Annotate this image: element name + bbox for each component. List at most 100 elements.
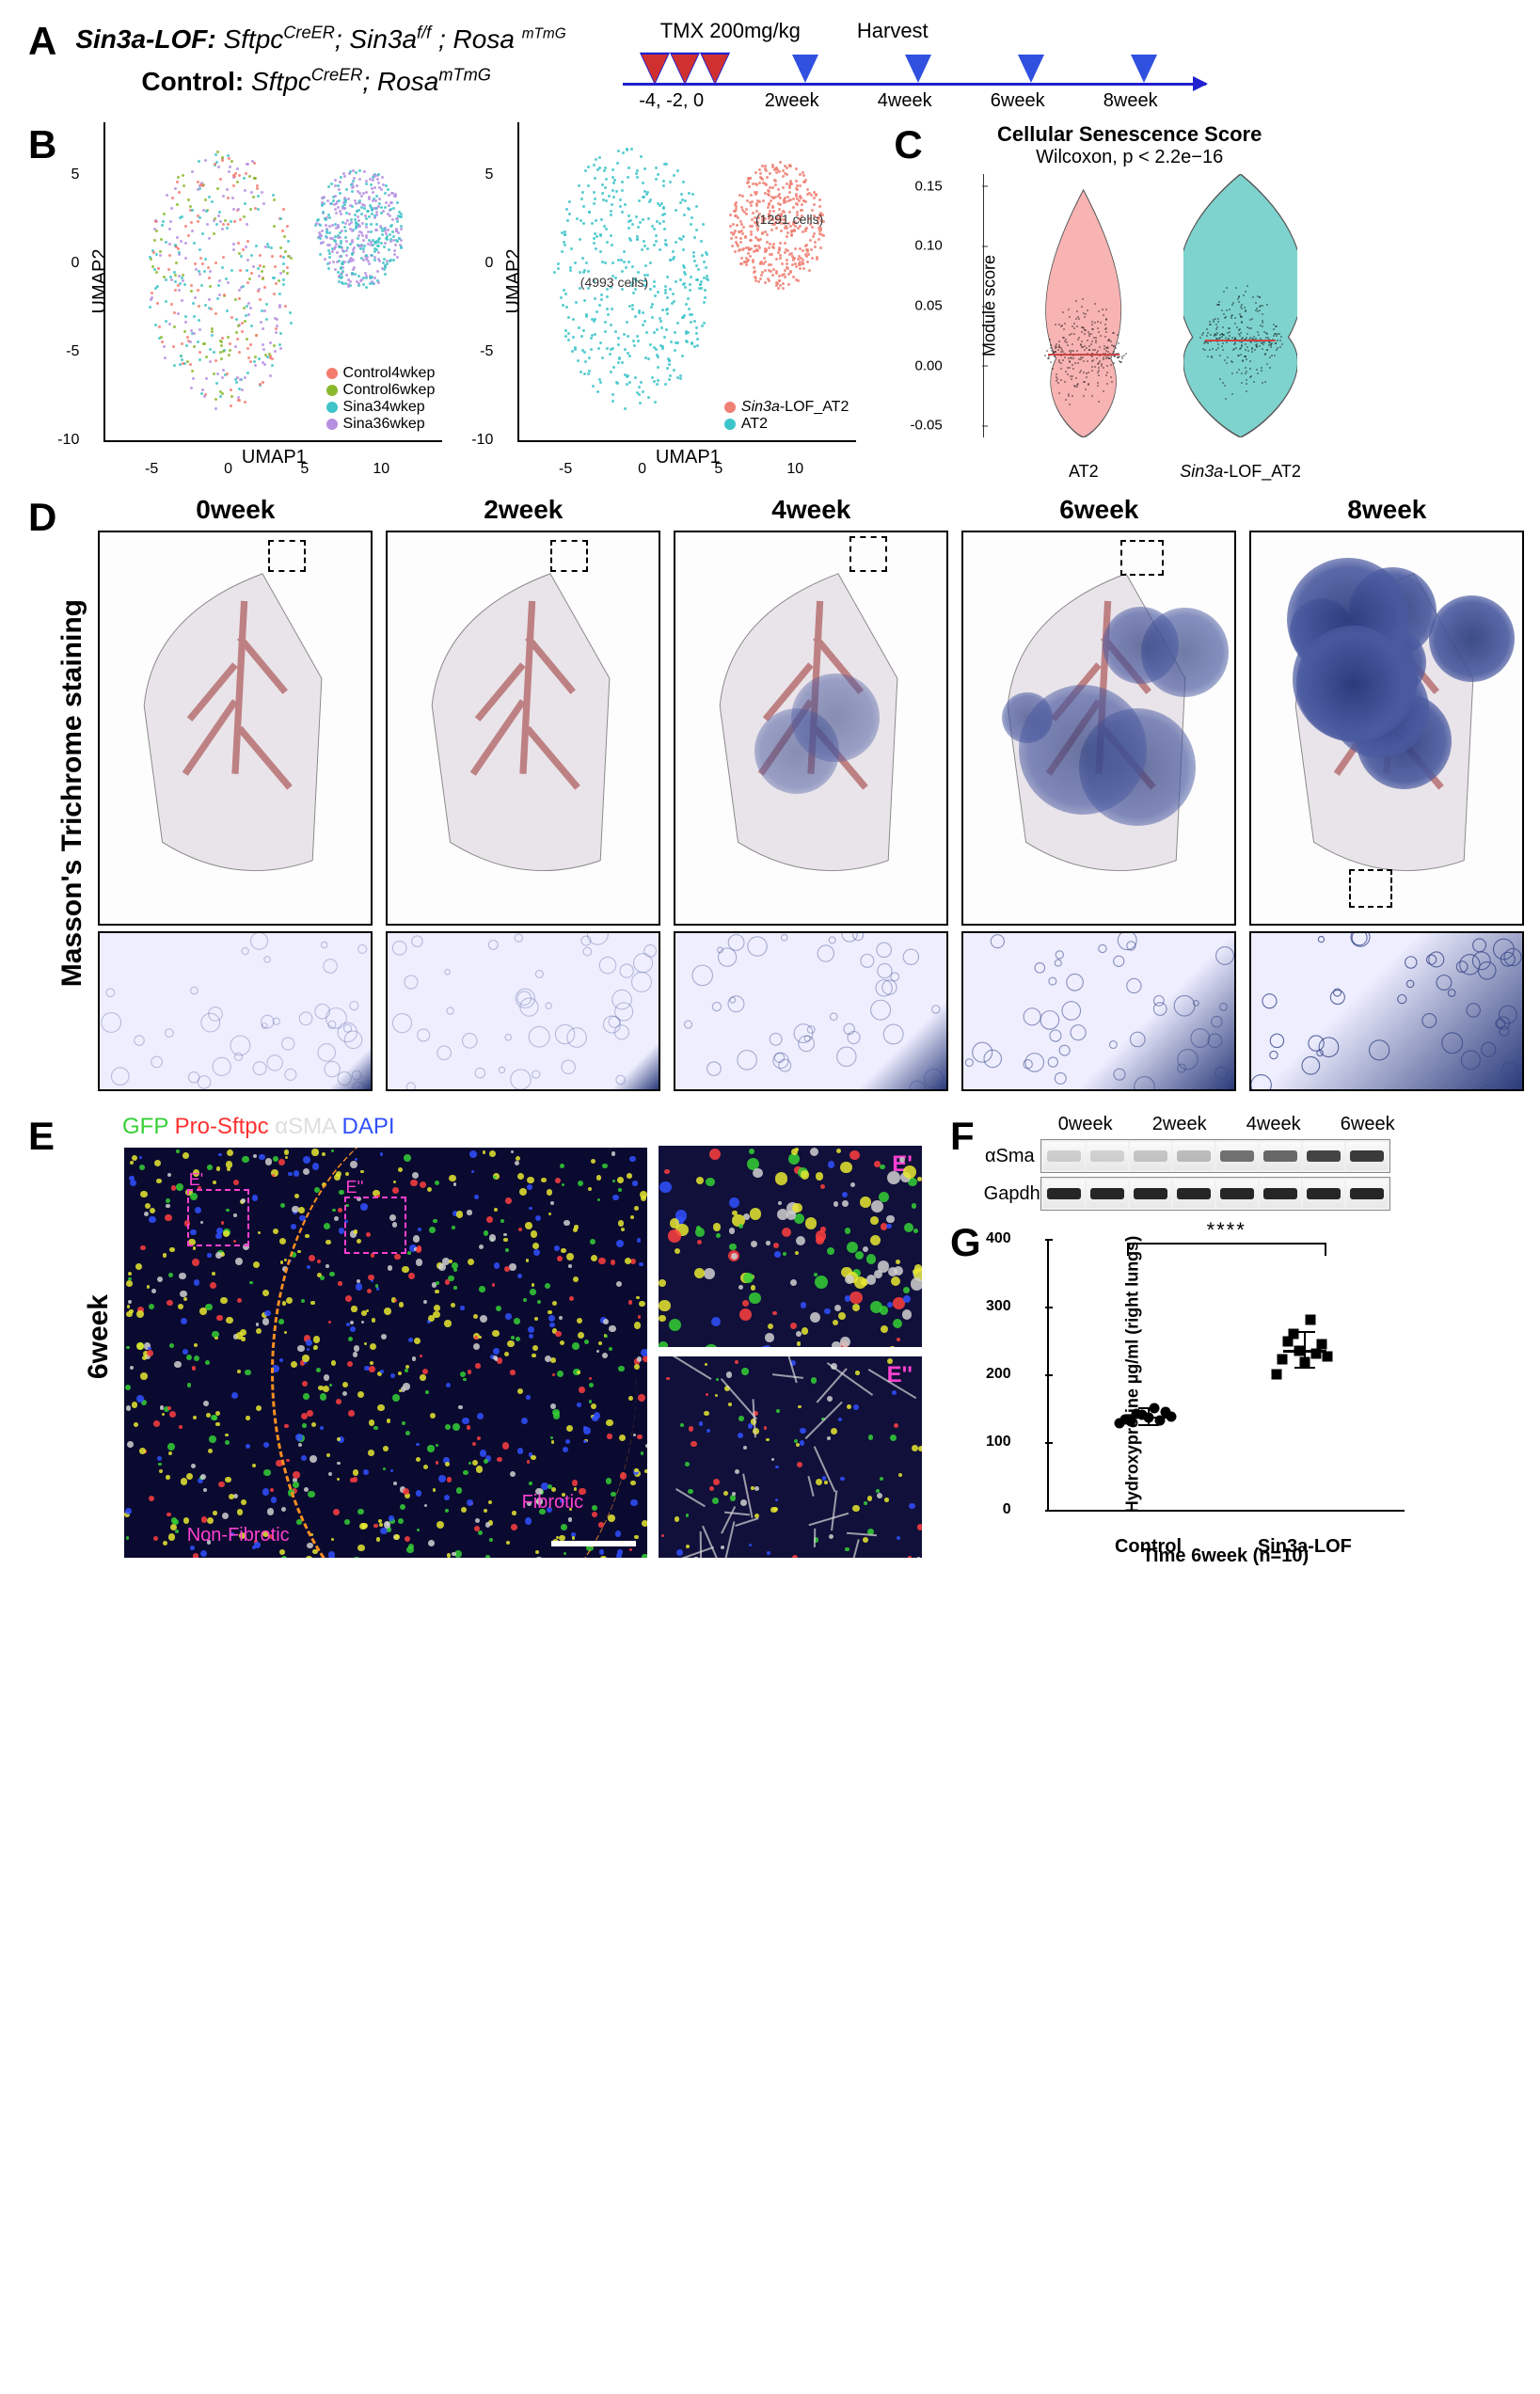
panel-a: A Sin3a-LOF: SftpcCreER; Sin3af/f ; Rosa… xyxy=(28,19,1512,103)
umap2-ylabel: UMAP2 xyxy=(503,249,525,314)
umap2-legend: Sin3a-LOF_AT2AT2 xyxy=(722,397,850,435)
axis-tick: 300 xyxy=(986,1298,1011,1315)
lung-section-zoom xyxy=(98,931,373,1091)
axis-tick: 0 xyxy=(638,461,646,478)
d-timepoint-header: 0week xyxy=(98,495,373,525)
timeline-tick: 8week xyxy=(1103,90,1158,112)
panel-a-genotypes: Sin3a-LOF: SftpcCreER; Sin3af/f ; Rosa m… xyxy=(75,19,565,103)
harvest-label: Harvest xyxy=(857,19,929,43)
axis-tick: 5 xyxy=(71,166,79,183)
zoom-region-box xyxy=(268,540,306,571)
violin-median xyxy=(1048,354,1119,356)
panel-e-label: E xyxy=(28,1114,55,1159)
panel-d-row-large xyxy=(98,531,1524,926)
wb-band xyxy=(1043,1180,1085,1208)
data-point xyxy=(1288,1328,1298,1339)
wb-row: αSma xyxy=(984,1139,1436,1173)
data-point xyxy=(1316,1340,1326,1350)
axis-tick: 100 xyxy=(986,1434,1011,1451)
d-timepoint-header: 2week xyxy=(386,495,660,525)
axis-tick: 0.10 xyxy=(914,238,942,254)
panel-e-legend: GFP Pro-Sftpc αSMA DAPI xyxy=(122,1114,922,1140)
wb-band xyxy=(1346,1142,1388,1170)
wb-band xyxy=(1087,1142,1128,1170)
harvest-arrow-icon xyxy=(1018,55,1044,83)
if-inset-e1: E' xyxy=(659,1146,922,1347)
violin-shape xyxy=(1026,174,1140,437)
lung-section-large xyxy=(98,531,373,926)
umap1-xlabel: UMAP1 xyxy=(242,447,307,468)
umap-plot-2: UMAP2 UMAP1 -10-505 -50510 Sin3a-LOF_AT2… xyxy=(517,122,856,442)
lung-section-large xyxy=(1249,531,1524,926)
data-point xyxy=(1305,1315,1315,1325)
lung-section-zoom xyxy=(961,931,1236,1091)
if-region-label: Fibrotic xyxy=(522,1492,584,1514)
axis-tick: 0 xyxy=(484,255,493,272)
inset-marker-box: E'' xyxy=(344,1197,407,1254)
timeline-tick: 2week xyxy=(765,90,819,112)
panel-d: D Masson's Trichrome staining 0week2week… xyxy=(28,495,1512,1091)
d-timepoint-header: 8week xyxy=(1249,495,1524,525)
axis-tick: 0.05 xyxy=(914,298,942,314)
g-significance-stars: **** xyxy=(1127,1218,1326,1243)
tmx-arrow-icon xyxy=(642,55,668,83)
panel-c-label: C xyxy=(894,122,922,167)
wb-timepoint-label: 6week xyxy=(1323,1114,1413,1135)
axis-tick: 0.00 xyxy=(914,357,942,373)
axis-tick: 0 xyxy=(71,255,79,272)
inset-label-e2: E'' xyxy=(887,1362,913,1388)
inset-marker-box: E' xyxy=(187,1189,250,1246)
data-point xyxy=(1294,1345,1304,1356)
wb-band xyxy=(1260,1142,1301,1170)
wb-row: Gapdh xyxy=(984,1177,1436,1211)
legend-item: Sina34wkep xyxy=(326,399,436,416)
wb-band xyxy=(1043,1142,1085,1170)
if-insets: E' E'' xyxy=(659,1146,922,1560)
panel-b-label: B xyxy=(28,122,56,167)
axis-tick: 0 xyxy=(224,461,232,478)
axis-tick: 0.15 xyxy=(914,178,942,194)
panel-a-timeline: TMX 200mg/kg Harvest -4, -2, 02week4week… xyxy=(623,19,1206,103)
cluster-count-label: (1291 cells) xyxy=(755,212,823,227)
g-ylabel: Hydroxyproline µg/ml (right lungs) xyxy=(1122,1236,1142,1513)
d-timepoint-header: 4week xyxy=(674,495,948,525)
axis-tick: -0.05 xyxy=(910,418,942,434)
panel-d-grid: 0week 2week 4week 6week 8week xyxy=(98,495,1524,1091)
timeline-axis xyxy=(623,83,1206,86)
axis-tick: -5 xyxy=(480,343,493,360)
lof-prefix: Sin3a-LOF: xyxy=(75,24,215,54)
zoom-region-box xyxy=(1120,540,1164,575)
wb-band xyxy=(1303,1142,1344,1170)
data-point xyxy=(1310,1349,1321,1359)
axis-tick: -5 xyxy=(66,343,79,360)
wb-rows: αSma Gapdh xyxy=(984,1139,1436,1211)
panel-b: UMAP2 UMAP1 -10-505 -50510 Control4wkepC… xyxy=(56,122,884,476)
zoom-region-box xyxy=(849,536,887,571)
axis-tick: 5 xyxy=(300,461,309,478)
wb-band xyxy=(1260,1180,1301,1208)
lung-section-large xyxy=(386,531,660,926)
data-point xyxy=(1149,1403,1159,1414)
tmx-arrow-icon xyxy=(702,55,728,83)
axis-tick: 10 xyxy=(373,461,389,478)
wb-band xyxy=(1173,1180,1215,1208)
wb-timepoint-label: 4week xyxy=(1229,1114,1319,1135)
axis-tick: 5 xyxy=(714,461,722,478)
data-point xyxy=(1323,1352,1333,1362)
hydroxyproline-plot: Hydroxyproline µg/ml (right lungs) 01002… xyxy=(1047,1239,1405,1512)
violin-plot: Module score -0.050.000.050.100.15 AT2Si… xyxy=(983,174,1341,437)
zoom-region-box xyxy=(550,540,588,571)
legend-item: AT2 xyxy=(724,416,849,433)
wb-band xyxy=(1216,1180,1258,1208)
scale-bar xyxy=(551,1541,636,1546)
if-region-label: Non-Fibrotic xyxy=(187,1525,290,1546)
axis-tick: 0 xyxy=(1003,1501,1011,1518)
data-point xyxy=(1166,1411,1176,1421)
violin-subtitle: Wilcoxon, p < 2.2e−16 xyxy=(932,147,1327,168)
violin-x-label: AT2 xyxy=(1069,462,1099,482)
d-timepoint-header: 6week xyxy=(961,495,1236,525)
wb-band xyxy=(1087,1180,1128,1208)
axis-tick: -5 xyxy=(145,461,158,478)
lung-section-large xyxy=(961,531,1236,926)
wb-band xyxy=(1303,1180,1344,1208)
